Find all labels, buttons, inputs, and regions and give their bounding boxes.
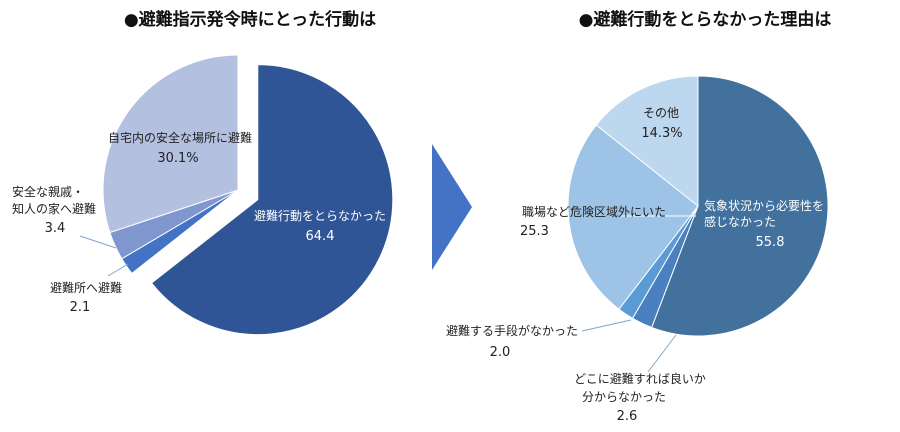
right-pie-slice-0 (651, 75, 829, 337)
label-relatives-line2: 知人の家へ避難 (12, 201, 96, 216)
leader-line-no-means (581, 319, 632, 332)
right-pie-slice-4 (595, 75, 699, 208)
value-home-safe: 30.1% (157, 151, 198, 166)
label-other: その他 (643, 106, 679, 120)
label-weather-line1: 気象状況から必要性を (704, 198, 824, 213)
label-weather-line2: 感じなかった (704, 214, 776, 229)
value-shelter: 2.1 (70, 300, 91, 315)
label-unknown-line1: どこに避難すれば良いか (574, 371, 706, 386)
leader-line-shelter (107, 263, 129, 277)
label-home-safe: 自宅内の安全な場所に避難 (108, 130, 252, 145)
left-pie (102, 54, 394, 336)
value-weather: 55.8 (756, 235, 785, 250)
right-pie (567, 75, 829, 337)
flow-arrow-icon (432, 144, 472, 270)
value-workplace: 25.3 (520, 224, 549, 239)
value-unknown: 2.6 (617, 409, 638, 424)
value-relatives: 3.4 (45, 221, 66, 236)
label-unknown-line2: 分からなかった (582, 390, 666, 404)
value-no-means: 2.0 (490, 345, 511, 360)
label-workplace: 職場など危険区域外にいた (522, 205, 666, 219)
label-no-evacuation: 避難行動をとらなかった (254, 208, 386, 223)
label-relatives-line1: 安全な親戚・ (12, 184, 84, 199)
label-no-means: 避難する手段がなかった (446, 323, 578, 338)
value-other: 14.3% (641, 126, 682, 141)
right-pie-slice-3 (567, 124, 699, 310)
label-shelter: 避難所へ避難 (50, 280, 122, 295)
value-no-evacuation: 64.4 (306, 229, 335, 244)
left-pie-slice-0 (150, 64, 394, 336)
left-chart-title: ●避難指示発令時にとった行動は (124, 9, 376, 30)
leader-line-relatives (79, 235, 117, 249)
left-pie-slice-3 (102, 54, 239, 234)
leader-line-unknown-where (647, 334, 677, 373)
right-chart-title: ●避難行動をとらなかった理由は (579, 9, 832, 30)
